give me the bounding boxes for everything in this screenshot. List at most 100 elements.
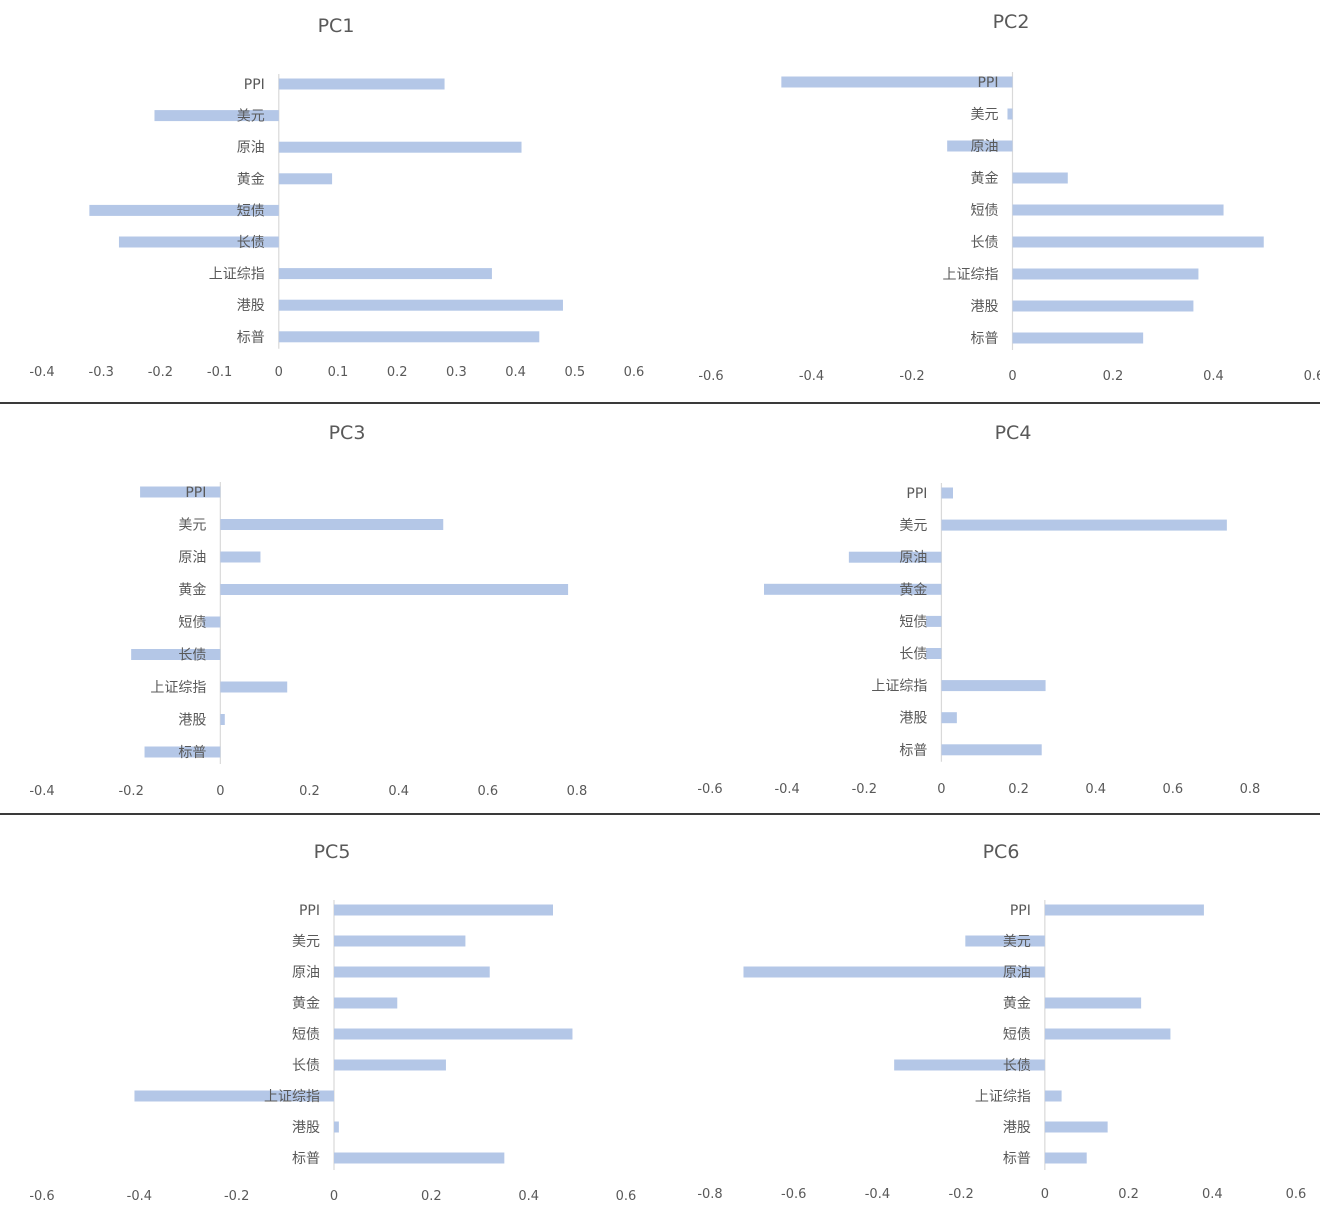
bar-1 <box>278 78 445 90</box>
bar-1 <box>941 487 953 499</box>
bar-1 <box>1044 904 1204 916</box>
chart-title: PC1 <box>318 15 355 37</box>
bar-9 <box>1044 1152 1087 1164</box>
bar-4 <box>220 584 569 595</box>
bar-6 <box>1012 236 1264 248</box>
category-label: PPI <box>1010 903 1031 919</box>
bar-2 <box>220 519 444 530</box>
bar-9 <box>1012 332 1144 344</box>
tick-label: -0.2 <box>899 369 924 384</box>
category-label: 美元 <box>899 518 927 534</box>
bar-4 <box>1044 997 1142 1009</box>
tick-label: 0.4 <box>1085 782 1106 797</box>
tick-label: -0.6 <box>29 1189 54 1204</box>
bar-4 <box>334 997 398 1009</box>
tick-label: -0.4 <box>774 782 799 797</box>
bar-8 <box>941 712 957 724</box>
category-label: 上证综指 <box>264 1089 320 1105</box>
tick-label: 0 <box>1008 369 1016 384</box>
tick-label: 0.4 <box>505 365 526 380</box>
bar-7 <box>1012 268 1199 280</box>
category-label: 短债 <box>971 203 999 219</box>
tick-label: -0.1 <box>207 365 232 380</box>
category-label: 黄金 <box>237 171 265 188</box>
category-label: 标普 <box>1003 1151 1031 1167</box>
category-label: 港股 <box>292 1120 320 1136</box>
tick-label: -0.3 <box>89 365 114 380</box>
bar-5 <box>202 616 221 628</box>
bar-7 <box>1044 1090 1062 1102</box>
tick-label: 0.2 <box>1118 1187 1139 1202</box>
bar-9 <box>941 744 1042 756</box>
category-label: 黄金 <box>899 581 927 598</box>
tick-label: 0.4 <box>1203 369 1224 384</box>
category-label: 短债 <box>292 1027 320 1043</box>
tick-label: -0.2 <box>224 1189 249 1204</box>
tick-label: 0.6 <box>1304 369 1320 384</box>
category-label: PPI <box>906 486 927 502</box>
tick-label: 0.8 <box>1240 782 1261 797</box>
tick-label: 0 <box>1041 1187 1049 1202</box>
bar-2 <box>965 935 1045 947</box>
tick-label: 0.3 <box>446 365 467 380</box>
category-label: 港股 <box>971 299 999 315</box>
bar-1 <box>781 76 1013 88</box>
tick-label: -0.6 <box>697 782 722 797</box>
category-label: 美元 <box>292 934 320 950</box>
bar-8 <box>1044 1121 1108 1133</box>
bar-5 <box>926 615 942 627</box>
chart-title: PC3 <box>329 422 366 444</box>
tick-label: -0.2 <box>118 784 143 799</box>
category-label: 标普 <box>237 330 265 346</box>
tick-label: 0 <box>330 1189 338 1204</box>
tick-label: -0.8 <box>697 1187 722 1202</box>
tick-label: -0.2 <box>148 365 173 380</box>
bar-9 <box>278 331 540 343</box>
tick-label: -0.4 <box>865 1187 890 1202</box>
tick-label: 0 <box>216 784 224 799</box>
tick-label: 0.5 <box>564 365 585 380</box>
category-label: 长债 <box>1003 1058 1031 1074</box>
category-label: 长债 <box>237 235 265 251</box>
chart-title: PC6 <box>983 841 1020 863</box>
bar-5 <box>89 204 279 216</box>
category-label: 上证综指 <box>871 679 927 695</box>
tick-label: -0.2 <box>948 1187 973 1202</box>
category-label: 港股 <box>1003 1120 1031 1136</box>
bar-8 <box>1012 300 1194 312</box>
bar-6 <box>894 1059 1045 1071</box>
bar-6 <box>926 648 942 659</box>
bar-6 <box>131 649 221 660</box>
tick-label: 0.6 <box>1286 1187 1307 1202</box>
category-label: 短债 <box>1003 1027 1031 1043</box>
bar-3 <box>947 140 1013 152</box>
category-label: 黄金 <box>1003 995 1031 1012</box>
bar-2 <box>941 519 1227 531</box>
tick-label: 0.4 <box>1202 1187 1223 1202</box>
bar-8 <box>278 299 563 311</box>
bar-5 <box>1012 204 1224 216</box>
tick-label: -0.4 <box>127 1189 152 1204</box>
category-label: 黄金 <box>292 995 320 1012</box>
bar-5 <box>334 1028 573 1040</box>
bar-3 <box>334 966 490 978</box>
bar-2 <box>1007 108 1013 120</box>
category-label: 原油 <box>237 140 265 156</box>
category-label: 长债 <box>899 647 927 663</box>
category-label: 美元 <box>178 518 206 534</box>
tick-label: 0.4 <box>388 784 409 799</box>
bar-7 <box>941 680 1046 692</box>
tick-label: 0.1 <box>328 365 349 380</box>
bar-7 <box>220 681 288 693</box>
category-label: 原油 <box>899 550 927 566</box>
category-label: 原油 <box>178 550 206 566</box>
category-label: 美元 <box>1003 934 1031 950</box>
bar-3 <box>743 966 1045 978</box>
category-label: 短债 <box>237 203 265 219</box>
category-label: 原油 <box>1003 965 1031 981</box>
bar-1 <box>334 904 553 916</box>
category-label: 黄金 <box>971 170 999 187</box>
category-label: 长债 <box>178 648 206 664</box>
